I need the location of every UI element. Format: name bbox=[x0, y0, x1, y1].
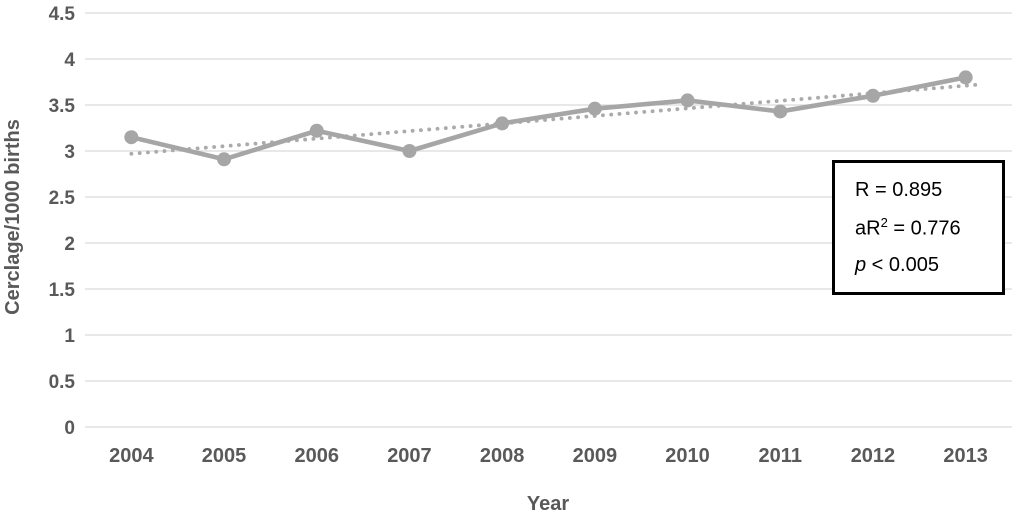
y-tick-label: 0 bbox=[64, 418, 75, 439]
data-point bbox=[402, 144, 417, 158]
y-tick-label: 1 bbox=[64, 326, 75, 347]
y-tick-label: 0.5 bbox=[49, 372, 76, 393]
data-point bbox=[309, 123, 324, 138]
x-tick-label: 2006 bbox=[295, 445, 340, 467]
y-axis-title: Cerclage/1000 births bbox=[2, 119, 24, 315]
y-tick-label: 4 bbox=[64, 50, 75, 71]
x-tick-label: 2007 bbox=[387, 445, 432, 467]
y-tick-label: 3.5 bbox=[49, 96, 76, 117]
data-point bbox=[587, 101, 602, 116]
x-tick-label: 2011 bbox=[759, 445, 802, 467]
x-tick-label: 2008 bbox=[480, 445, 525, 467]
x-tick-label: 2005 bbox=[202, 445, 247, 467]
data-point bbox=[865, 88, 880, 103]
x-tick-label: 2004 bbox=[109, 445, 154, 467]
y-tick-label: 2 bbox=[64, 234, 75, 255]
x-tick-label: 2013 bbox=[943, 445, 988, 467]
data-point bbox=[773, 104, 788, 119]
data-point bbox=[124, 130, 139, 145]
y-tick-label: 2.5 bbox=[49, 188, 76, 209]
x-tick-label: 2010 bbox=[665, 445, 710, 467]
stats-p-value: p < 0.005 bbox=[855, 254, 939, 277]
y-tick-label: 4.5 bbox=[49, 4, 76, 25]
x-tick-label: 2012 bbox=[851, 445, 896, 467]
y-tick-label: 1.5 bbox=[49, 280, 76, 301]
x-tick-label: 2009 bbox=[573, 445, 618, 467]
stats-adjusted-r-squared: aR2 = 0.776 bbox=[855, 214, 961, 240]
data-point bbox=[680, 93, 695, 108]
trendline bbox=[129, 82, 980, 156]
data-line bbox=[129, 75, 968, 162]
data-point bbox=[958, 70, 973, 85]
stats-r-value: R = 0.895 bbox=[855, 178, 943, 201]
data-point bbox=[495, 116, 510, 131]
data-point bbox=[217, 152, 232, 167]
x-axis-title: Year bbox=[527, 493, 569, 515]
y-tick-label: 3 bbox=[64, 142, 75, 163]
stats-box: R = 0.895 aR2 = 0.776 p < 0.005 bbox=[832, 160, 1005, 295]
